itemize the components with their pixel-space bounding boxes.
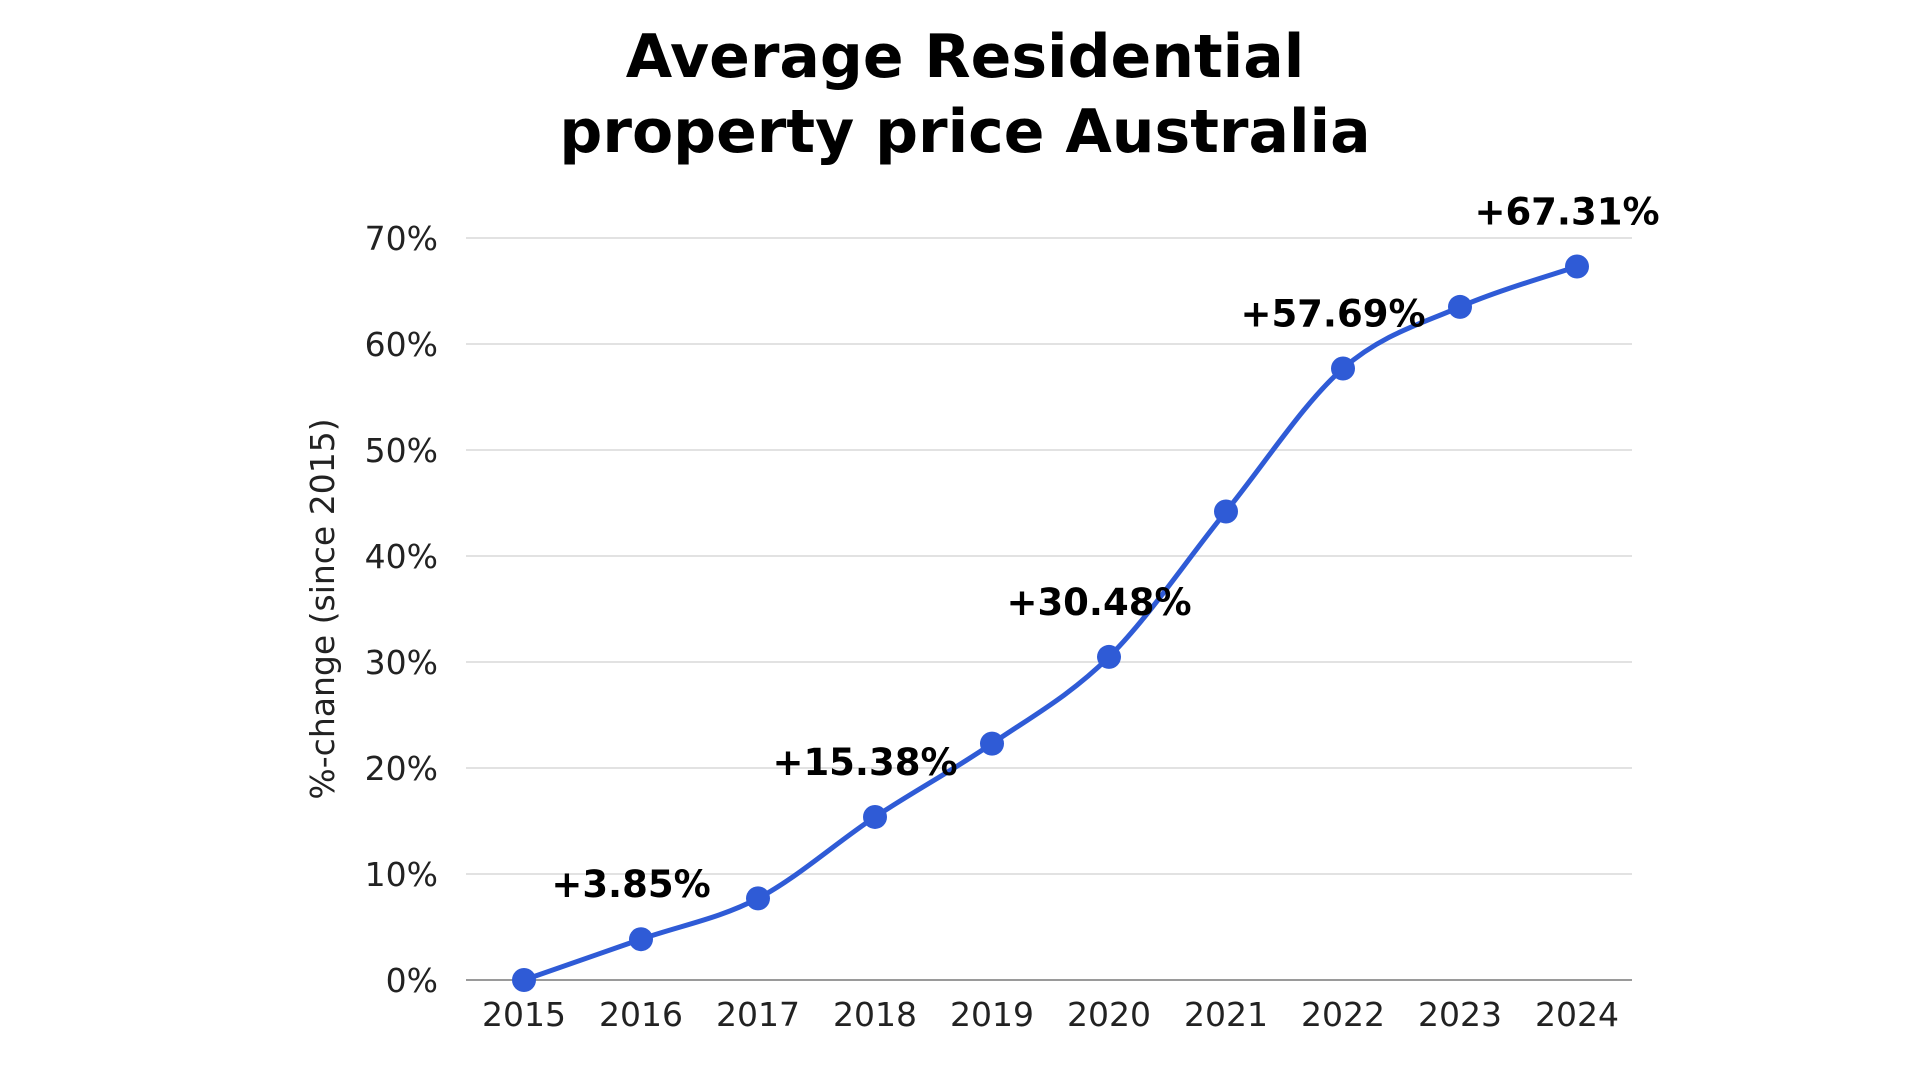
chart-title-line-1: Average Residential — [625, 22, 1305, 92]
x-tick-label: 2021 — [1184, 995, 1268, 1034]
y-axis-label-group: %-change (since 2015) — [303, 418, 342, 799]
data-points — [512, 254, 1589, 992]
y-tick-label: 60% — [365, 325, 438, 364]
y-tick-label: 40% — [365, 537, 438, 576]
data-point-2021 — [1214, 499, 1238, 524]
data-point-2022 — [1331, 356, 1355, 381]
data-point-2016 — [629, 927, 653, 952]
data-point-2017 — [746, 886, 770, 911]
data-point-2018 — [863, 804, 887, 829]
x-tick-label: 2024 — [1535, 995, 1619, 1034]
data-label-2022: +57.69% — [1240, 292, 1425, 335]
x-axis-ticks: 2015 2016 2017 2018 2019 2020 2021 2022 2023 2024 — [482, 995, 1619, 1034]
y-tick-label: 30% — [365, 643, 438, 682]
x-tick-label: 2015 — [482, 995, 566, 1034]
data-label-2024: +67.31% — [1474, 191, 1659, 234]
chart-title-line-2: property price Australia — [559, 97, 1371, 167]
x-tick-label: 2023 — [1418, 995, 1502, 1034]
data-point-2020 — [1097, 644, 1121, 669]
data-label-2016: +3.85% — [551, 863, 710, 906]
x-tick-label: 2019 — [950, 995, 1034, 1034]
x-tick-label: 2017 — [716, 995, 800, 1034]
data-point-2024 — [1565, 254, 1589, 279]
chart-title: Average Residential property price Austr… — [0, 20, 1920, 170]
data-label-2018: +15.38% — [772, 741, 957, 784]
x-tick-label: 2020 — [1067, 995, 1151, 1034]
data-point-2015 — [512, 968, 536, 992]
y-tick-label: 50% — [365, 431, 438, 470]
series-line — [521, 264, 1580, 983]
x-tick-label: 2016 — [599, 995, 683, 1034]
data-point-2023 — [1448, 294, 1472, 319]
y-axis-ticks: 0% 10% 20% 30% 40% 50% 60% 70% — [365, 219, 438, 1000]
series-line-group — [521, 264, 1580, 983]
y-tick-label: 70% — [365, 219, 438, 258]
y-tick-label: 20% — [365, 749, 438, 788]
y-axis-label: %-change (since 2015) — [303, 418, 342, 799]
data-labels: +3.85% +15.38% +30.48% +57.69% +67.31% — [551, 191, 1659, 907]
data-point-2019 — [980, 731, 1004, 756]
x-tick-label: 2018 — [833, 995, 917, 1034]
x-tick-label: 2022 — [1301, 995, 1385, 1034]
y-tick-label: 0% — [386, 961, 438, 1000]
data-label-2020: +30.48% — [1006, 581, 1191, 624]
gridlines — [466, 237, 1632, 875]
y-tick-label: 10% — [365, 855, 438, 894]
